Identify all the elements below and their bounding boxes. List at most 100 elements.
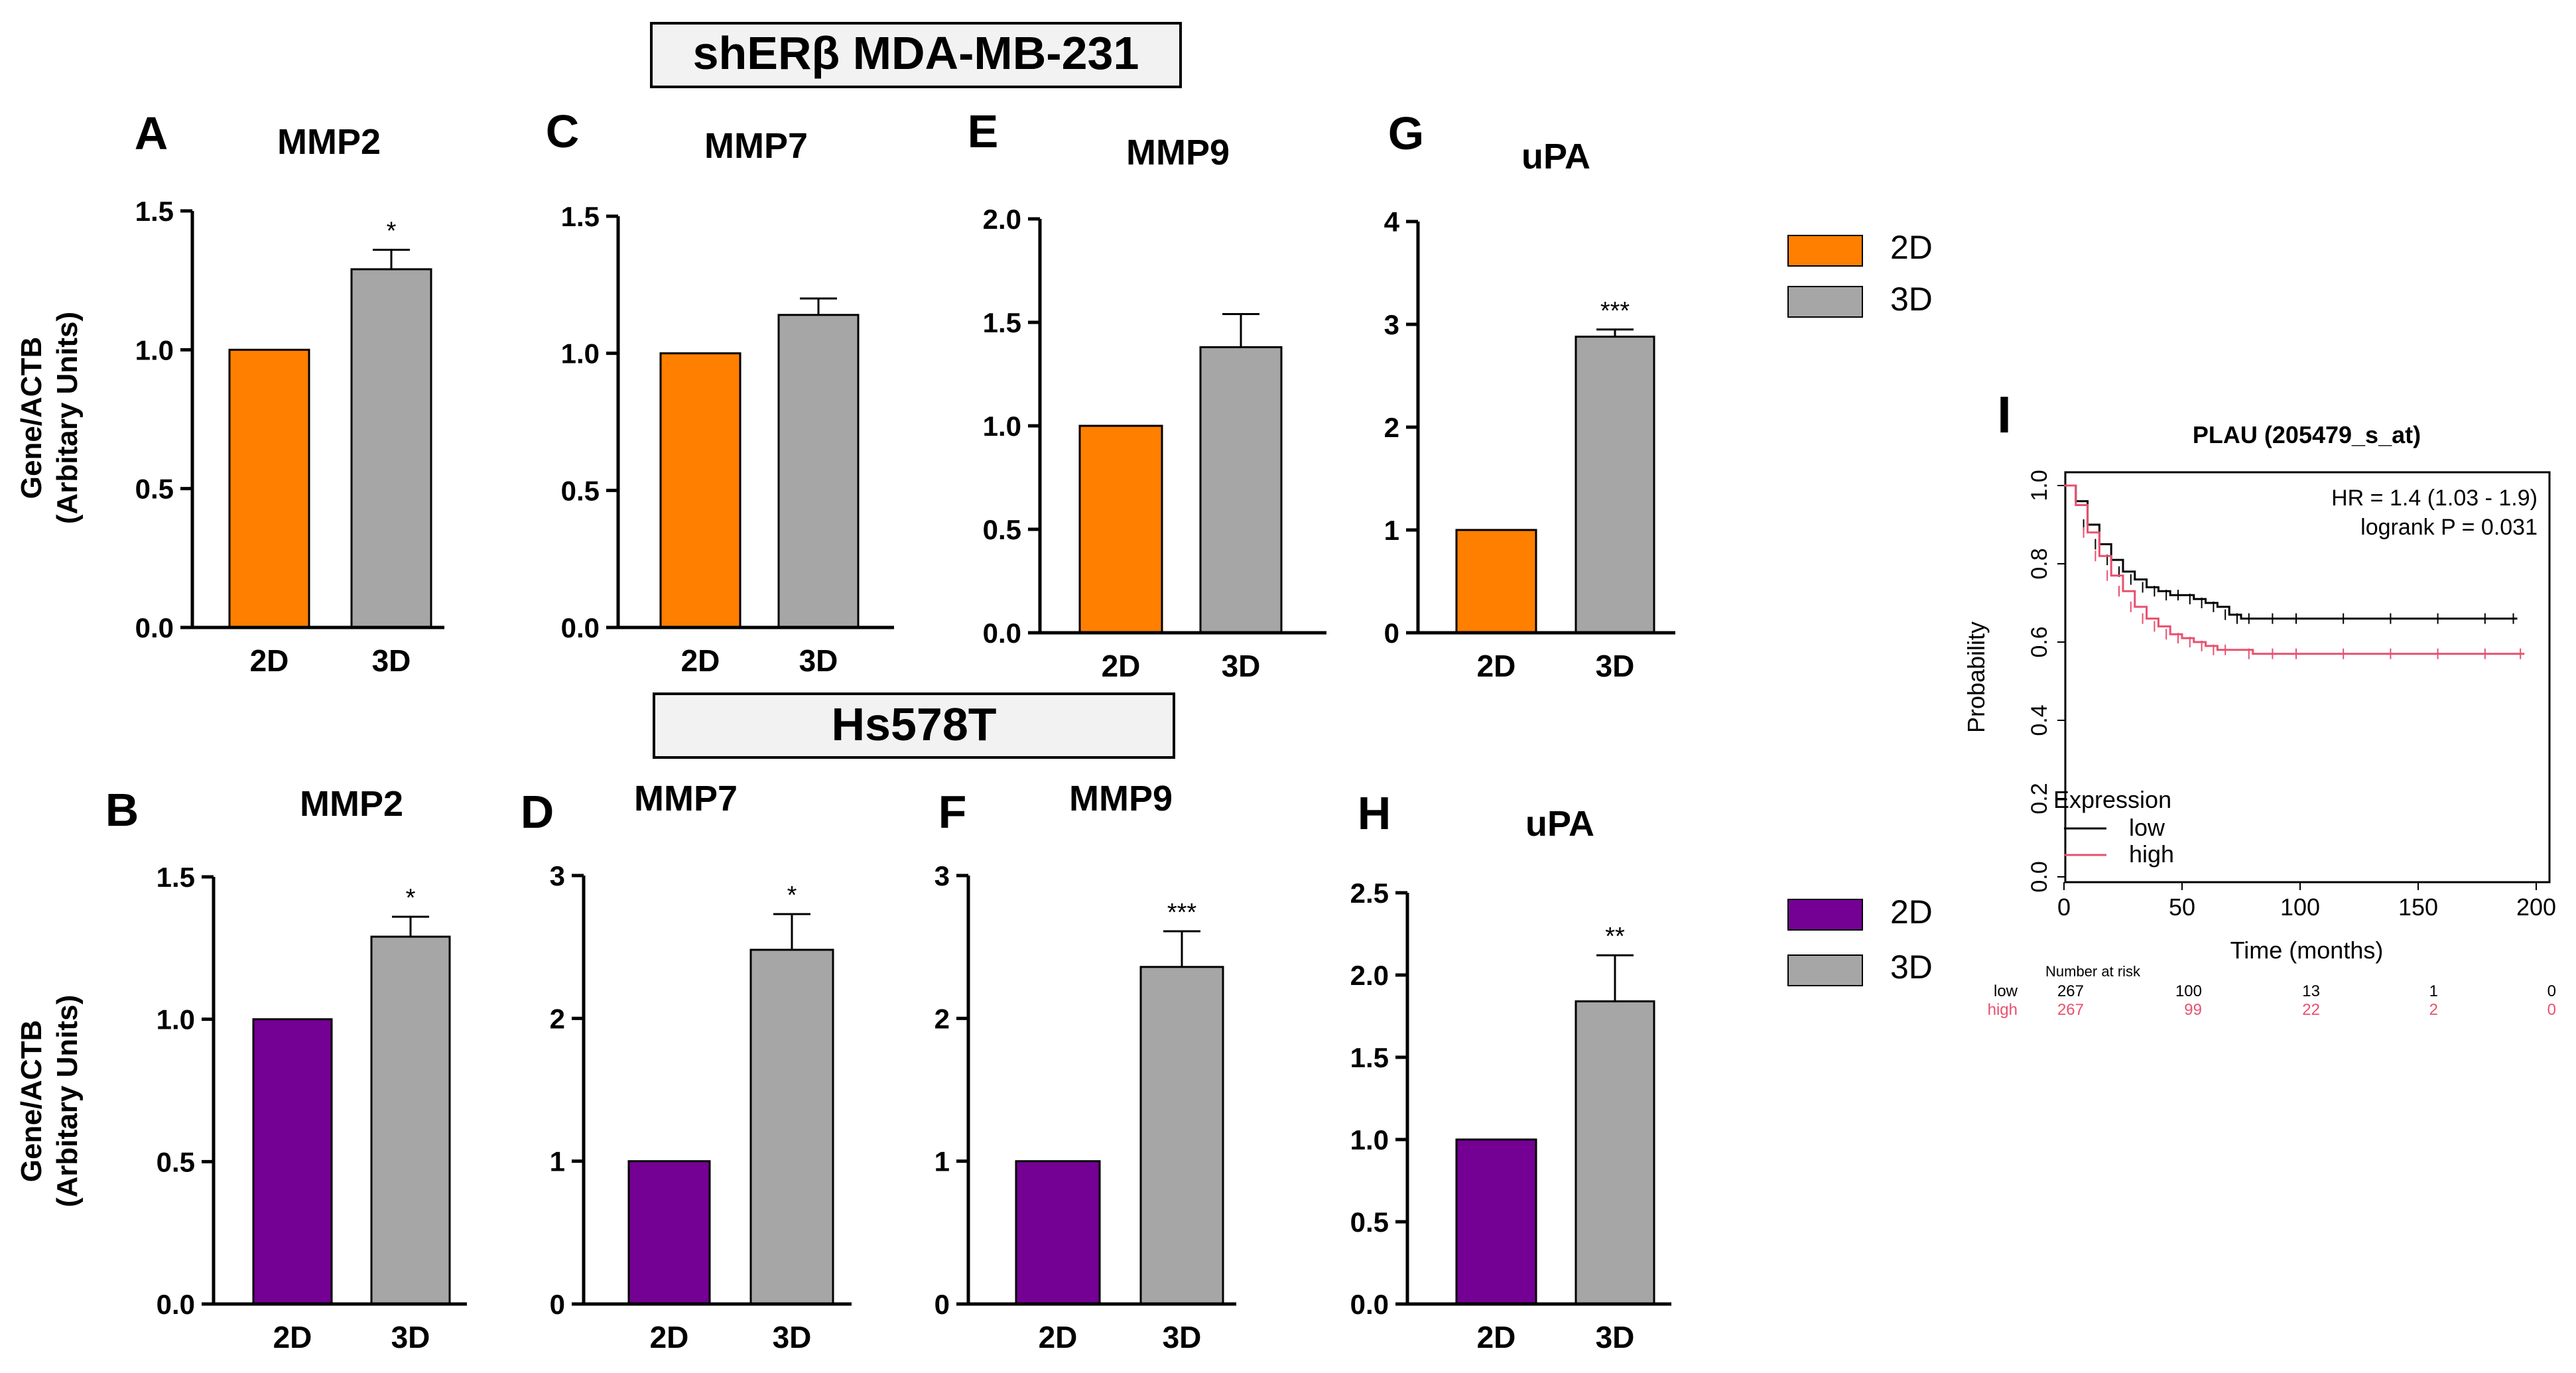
y-axis-label: Probability bbox=[1963, 621, 1990, 733]
significance-mark: * bbox=[406, 884, 416, 912]
x-axis-label: Time (months) bbox=[2230, 937, 2384, 964]
y-tick-label: 0.5 bbox=[135, 474, 174, 505]
y-tick-label: 0 bbox=[1384, 618, 1399, 649]
panel-b: B MMP2 2D * 3D 0.0 0.5 1.0 1.5 bbox=[105, 784, 467, 1354]
x-tick-label: 150 bbox=[2398, 893, 2438, 921]
y-tick-label: 2 bbox=[550, 1003, 565, 1034]
y-tick-label-group: 0.8 bbox=[2027, 548, 2052, 579]
y-axis-label-group: Probability bbox=[1963, 621, 1990, 733]
x-tick-label: 3D bbox=[372, 643, 411, 678]
x-tick-label: 2D bbox=[250, 643, 289, 678]
panel-letter: C bbox=[546, 105, 580, 157]
legend-bottom-label-2d: 2D bbox=[1890, 893, 1933, 931]
y-tick-label-group: 0.2 bbox=[2027, 783, 2052, 814]
panel-title: PLAU (205479_s_at) bbox=[2193, 421, 2421, 448]
bar-2d bbox=[1455, 1138, 1537, 1305]
bar-3d bbox=[370, 935, 451, 1305]
bar-2d bbox=[659, 352, 741, 629]
panel-title: MMP9 bbox=[1126, 133, 1230, 172]
risk-row-label-low: low bbox=[1994, 982, 2018, 1000]
significance-mark: ** bbox=[1605, 923, 1625, 950]
ylabel-bottom-line2: (Arbitary Units) bbox=[51, 995, 84, 1207]
y-tick-label: 0 bbox=[550, 1289, 565, 1320]
km-frame bbox=[2064, 471, 2551, 883]
bar-3d bbox=[1139, 966, 1224, 1305]
y-tick-label: 0 bbox=[934, 1289, 950, 1320]
significance-mark: *** bbox=[1167, 899, 1197, 927]
header-mid: Hs578T bbox=[653, 692, 1175, 759]
legend-label-low: low bbox=[2129, 814, 2165, 841]
y-tick-label: 1 bbox=[1384, 515, 1399, 546]
legend-top-swatch-3d bbox=[1787, 286, 1863, 318]
y-tick-label: 0.4 bbox=[2027, 704, 2052, 736]
legend-top: 2D 3D bbox=[1787, 229, 1933, 318]
bar-2d bbox=[1078, 425, 1163, 634]
legend-bottom-label-3d: 3D bbox=[1890, 948, 1933, 986]
risk-row-label-high: high bbox=[1988, 1001, 2018, 1019]
y-tick-label: 1.0 bbox=[1350, 1124, 1389, 1155]
risk-table-title: Number at risk bbox=[2045, 963, 2141, 980]
bar-3d bbox=[350, 268, 432, 629]
header-mid-text: Hs578T bbox=[831, 698, 996, 750]
ylabel-bottom-line1: Gene/ACTB bbox=[15, 1020, 48, 1182]
panel-letter: F bbox=[938, 786, 967, 838]
ylabel-top: Gene/ACTB (Arbitary Units) bbox=[15, 312, 84, 524]
risk-value: 0 bbox=[2547, 982, 2556, 1000]
significance-mark: * bbox=[387, 218, 397, 245]
ylabel-top-line2: (Arbitary Units) bbox=[51, 312, 84, 524]
y-tick-label: 0.0 bbox=[2027, 861, 2052, 892]
ylabel-top-line1: Gene/ACTB bbox=[15, 337, 48, 499]
header-top: shERβ MDA-MB-231 bbox=[650, 22, 1182, 88]
x-tick-label: 2D bbox=[650, 1320, 689, 1354]
panel-letter: D bbox=[521, 786, 554, 838]
y-tick-label: 1.0 bbox=[135, 334, 174, 365]
y-tick-label: 1.0 bbox=[157, 1004, 195, 1035]
y-tick-label: 1.5 bbox=[135, 196, 174, 227]
bar-3d bbox=[749, 948, 834, 1305]
y-tick-label: 3 bbox=[1384, 309, 1399, 340]
y-tick-label: 1 bbox=[550, 1146, 565, 1177]
x-tick-label: 3D bbox=[1163, 1320, 1202, 1354]
panel-title: MMP2 bbox=[277, 122, 381, 162]
y-tick-label: 1.5 bbox=[1350, 1042, 1389, 1073]
panel-title: MMP7 bbox=[634, 779, 738, 818]
x-tick-label: 2D bbox=[1039, 1320, 1078, 1354]
y-tick-label-group: 0.6 bbox=[2027, 626, 2052, 657]
x-tick-label: 3D bbox=[773, 1320, 812, 1354]
bar-3d bbox=[777, 314, 860, 629]
header-top-text: shERβ MDA-MB-231 bbox=[693, 27, 1139, 79]
y-tick-label: 0.2 bbox=[2027, 783, 2052, 814]
y-tick-label: 4 bbox=[1384, 206, 1400, 237]
y-tick-label: 2 bbox=[1384, 412, 1399, 443]
y-tick-label: 1 bbox=[934, 1146, 950, 1177]
panel-letter: I bbox=[1997, 385, 2012, 444]
y-tick-label: 0.5 bbox=[983, 514, 1021, 545]
ylabel-bottom: Gene/ACTB (Arbitary Units) bbox=[15, 995, 84, 1207]
risk-value: 2 bbox=[2429, 1001, 2438, 1019]
risk-value: 13 bbox=[2302, 982, 2320, 1000]
bar-2d bbox=[1015, 1160, 1101, 1305]
bar-2d bbox=[1455, 529, 1537, 634]
panel-letter: A bbox=[135, 107, 168, 159]
x-tick-label: 2D bbox=[1477, 649, 1516, 683]
legend-title: Expression bbox=[2053, 786, 2171, 813]
legend-bottom-swatch-2d bbox=[1787, 899, 1863, 931]
bar-2d bbox=[252, 1018, 333, 1305]
y-tick-label-group: 1.0 bbox=[2027, 470, 2052, 501]
x-tick-label: 50 bbox=[2169, 893, 2195, 921]
y-tick-label: 1.0 bbox=[983, 411, 1021, 442]
y-tick-label: 0.6 bbox=[2027, 626, 2052, 657]
bar-2d bbox=[627, 1160, 711, 1305]
risk-value: 267 bbox=[2057, 1001, 2084, 1019]
bar-2d bbox=[228, 348, 310, 629]
x-tick-label: 3D bbox=[1222, 649, 1261, 683]
panel-e: E MMP9 2D 3D 0.0 0.5 1.0 1.5 2.0 bbox=[968, 105, 1326, 683]
y-tick-label: 0.0 bbox=[157, 1289, 195, 1320]
x-tick-label: 2D bbox=[1102, 649, 1141, 683]
censor-marks-low bbox=[2083, 519, 2514, 624]
panel-title: MMP7 bbox=[704, 126, 808, 166]
bar-3d bbox=[1199, 346, 1283, 634]
legend-top-label-2d: 2D bbox=[1890, 229, 1933, 266]
